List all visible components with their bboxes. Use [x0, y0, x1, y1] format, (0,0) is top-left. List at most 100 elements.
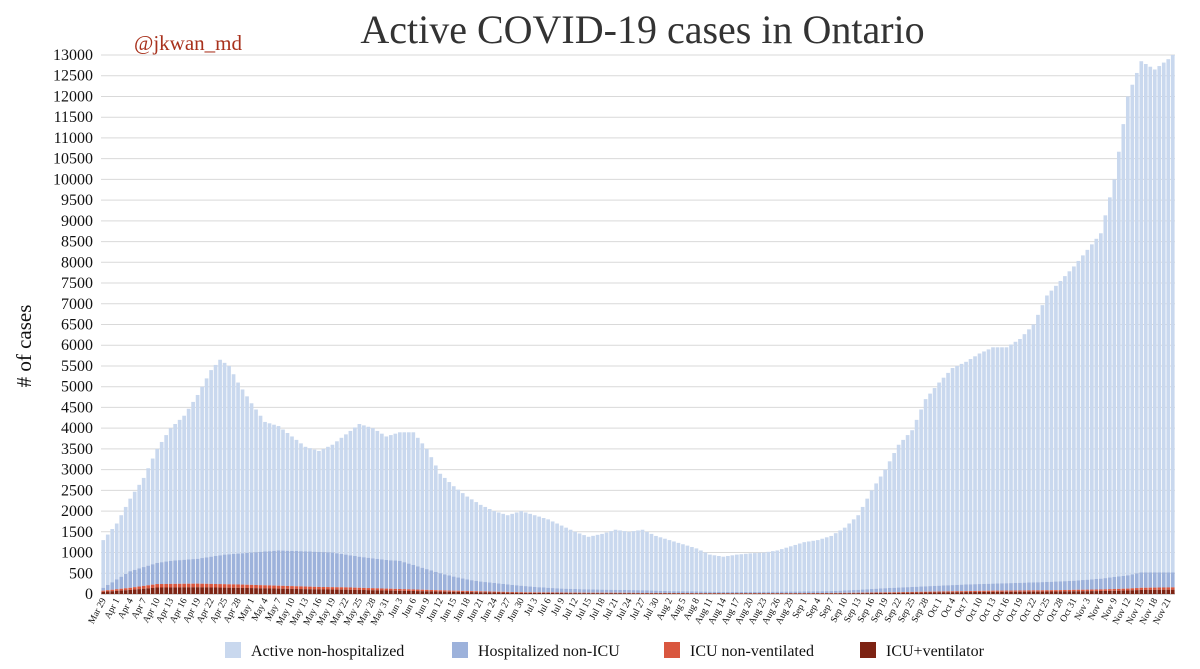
bar-active-non-hospitalized — [964, 361, 968, 585]
bar-icu-ventilator — [168, 587, 173, 594]
bar-hospitalized-non-icu — [1000, 583, 1004, 591]
bar-active-non-hospitalized — [1130, 84, 1135, 575]
bar-hospitalized-non-icu — [389, 560, 393, 589]
bar-icu-non-ventilated — [137, 586, 142, 590]
bar-icu-ventilator — [892, 592, 896, 594]
bar-icu-non-ventilated — [878, 592, 883, 593]
bar-icu-ventilator — [433, 591, 438, 594]
bar-icu-non-ventilated — [119, 588, 124, 591]
bar-icu-ventilator — [353, 589, 357, 594]
bar-active-non-hospitalized — [146, 468, 151, 566]
bar-icu-ventilator — [204, 587, 209, 594]
bar-icu-non-ventilated — [487, 591, 492, 593]
bar-active-non-hospitalized — [838, 530, 843, 591]
bar-active-non-hospitalized — [308, 448, 312, 552]
bar-icu-ventilator — [541, 592, 546, 594]
bar-icu-non-ventilated — [523, 592, 528, 593]
bar-active-non-hospitalized — [986, 349, 991, 584]
bar-hospitalized-non-icu — [375, 558, 380, 589]
bar-active-non-hospitalized — [699, 550, 703, 592]
bar-active-non-hospitalized — [1009, 344, 1013, 584]
bar-icu-non-ventilated — [1022, 590, 1027, 592]
bar-active-non-hospitalized — [483, 506, 488, 583]
bar-active-non-hospitalized — [1000, 347, 1004, 584]
bar-hospitalized-non-icu — [694, 591, 699, 594]
bar-icu-ventilator — [146, 588, 151, 594]
bar-hospitalized-non-icu — [555, 588, 559, 593]
bar-icu-ventilator — [119, 590, 124, 594]
bar-hospitalized-non-icu — [744, 591, 748, 594]
bar-active-non-hospitalized — [411, 432, 416, 565]
bar-icu-non-ventilated — [1157, 587, 1162, 590]
bar-hospitalized-non-icu — [896, 587, 901, 593]
bar-active-non-hospitalized — [995, 347, 1000, 584]
bar-icu-non-ventilated — [285, 586, 290, 589]
bar-icu-non-ventilated — [896, 592, 901, 593]
bar-icu-ventilator — [600, 593, 604, 594]
bar-active-non-hospitalized — [775, 550, 780, 592]
bar-hospitalized-non-icu — [290, 550, 294, 587]
bar-hospitalized-non-icu — [977, 584, 982, 591]
bar-icu-ventilator — [438, 591, 443, 594]
bar-hospitalized-non-icu — [231, 553, 236, 585]
bar-icu-ventilator — [730, 593, 735, 594]
bar-hospitalized-non-icu — [1004, 583, 1009, 591]
bar-hospitalized-non-icu — [735, 591, 739, 594]
bar-active-non-hospitalized — [442, 477, 447, 575]
bar-active-non-hospitalized — [1054, 285, 1058, 582]
bar-icu-non-ventilated — [991, 590, 995, 592]
bar-icu-ventilator — [793, 593, 798, 594]
bar-active-non-hospitalized — [393, 433, 398, 561]
bar-hospitalized-non-icu — [721, 591, 726, 594]
bar-hospitalized-non-icu — [1112, 577, 1117, 590]
bar-icu-non-ventilated — [1152, 587, 1157, 590]
bar-icu-ventilator — [200, 587, 204, 594]
bar-hospitalized-non-icu — [793, 591, 798, 594]
bar-icu-ventilator — [622, 593, 627, 594]
bar-icu-ventilator — [1067, 591, 1072, 594]
legend-label: ICU non-ventilated — [690, 643, 814, 660]
bar-active-non-hospitalized — [344, 434, 348, 555]
bar-icu-non-ventilated — [1072, 589, 1076, 592]
bar-icu-ventilator — [1009, 591, 1013, 594]
bar-hospitalized-non-icu — [1121, 575, 1126, 589]
bar-active-non-hospitalized — [389, 435, 393, 561]
bar-icu-ventilator — [726, 593, 730, 594]
bar-icu-non-ventilated — [182, 583, 186, 588]
bar-icu-ventilator — [964, 592, 968, 594]
bar-active-non-hospitalized — [685, 545, 690, 592]
bar-active-non-hospitalized — [1027, 329, 1031, 583]
bar-icu-ventilator — [537, 592, 541, 594]
bar-hospitalized-non-icu — [604, 589, 609, 593]
bar-hospitalized-non-icu — [1130, 574, 1135, 589]
bar-icu-ventilator — [299, 589, 303, 594]
bar-hospitalized-non-icu — [218, 555, 222, 585]
bar-hospitalized-non-icu — [537, 587, 541, 593]
bar-hospitalized-non-icu — [317, 551, 321, 587]
bar-active-non-hospitalized — [321, 448, 326, 553]
bar-icu-ventilator — [577, 593, 582, 594]
bar-hospitalized-non-icu — [748, 591, 753, 594]
bar-hospitalized-non-icu — [766, 591, 771, 594]
bar-active-non-hospitalized — [1063, 276, 1067, 582]
bar-active-non-hospitalized — [519, 511, 523, 586]
bar-icu-ventilator — [1040, 591, 1045, 594]
bar-active-non-hospitalized — [177, 419, 182, 561]
bar-hospitalized-non-icu — [559, 588, 564, 593]
bar-icu-ventilator — [815, 593, 820, 594]
bar-hospitalized-non-icu — [923, 586, 928, 592]
bar-icu-non-ventilated — [1130, 588, 1135, 591]
bar-icu-non-ventilated — [344, 587, 348, 590]
bar-hospitalized-non-icu — [348, 555, 353, 588]
bar-icu-non-ventilated — [874, 592, 878, 594]
bar-active-non-hospitalized — [1099, 233, 1103, 579]
bar-icu-ventilator — [456, 591, 461, 594]
bar-hospitalized-non-icu — [1103, 578, 1108, 590]
bar-hospitalized-non-icu — [595, 589, 600, 593]
bar-icu-ventilator — [1166, 589, 1171, 594]
bar-icu-non-ventilated — [492, 591, 497, 593]
bar-icu-ventilator — [101, 591, 106, 594]
bar-hospitalized-non-icu — [941, 585, 946, 592]
bar-icu-ventilator — [712, 593, 717, 594]
bar-icu-non-ventilated — [1116, 588, 1121, 591]
